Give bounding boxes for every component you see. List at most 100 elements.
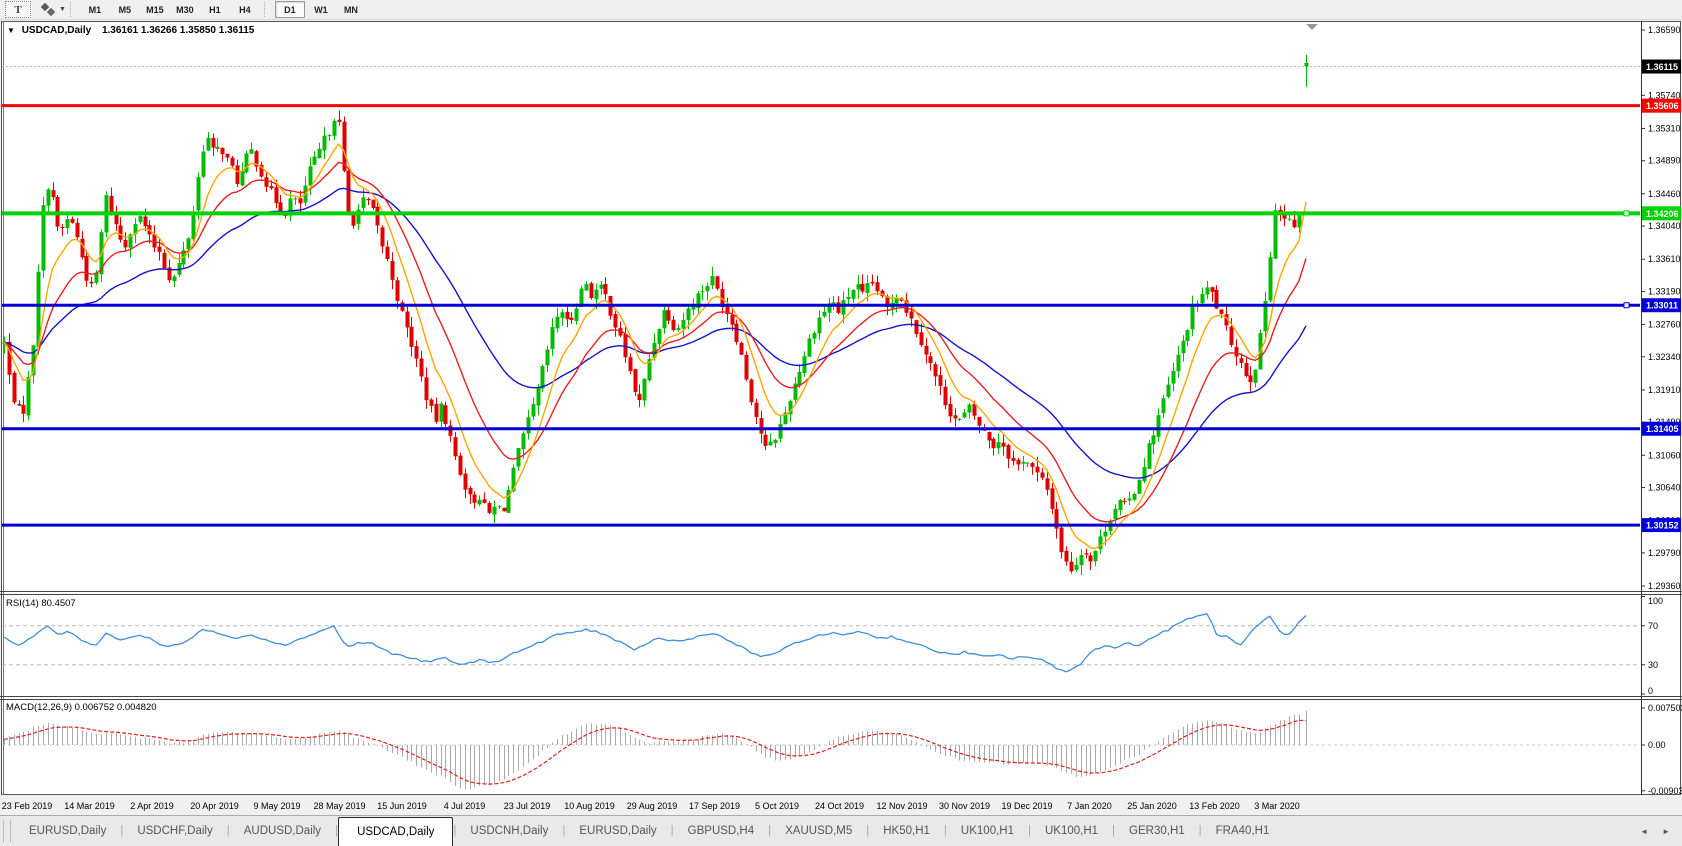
chart-tab-audusd-2[interactable]: AUDUSD,Daily — [243, 825, 322, 837]
symbol-dropdown-arrow-icon[interactable]: ▼ — [7, 26, 15, 35]
svg-text:10 Aug 2019: 10 Aug 2019 — [564, 801, 615, 811]
line-selection-handle[interactable] — [1623, 210, 1630, 217]
candlestick-series — [2, 54, 1309, 575]
svg-text:1.35310: 1.35310 — [1648, 123, 1681, 133]
tab-bar-grip[interactable] — [3, 820, 11, 842]
chart-tab-fra40-12[interactable]: FRA40,H1 — [1215, 825, 1270, 837]
chart-shift-marker-icon[interactable] — [1306, 24, 1318, 30]
chart-frame — [1, 21, 1681, 795]
svg-text:1.29360: 1.29360 — [1648, 581, 1681, 591]
tab-separator: | — [768, 825, 772, 837]
date-axis[interactable]: 23 Feb 2019 14 Mar 2019 2 Apr 2019 20 Apr 2… — [2, 801, 1300, 811]
chart-tab-uk100-9[interactable]: UK100,H1 — [960, 825, 1014, 837]
svg-text:3 Mar 2020: 3 Mar 2020 — [1254, 801, 1300, 811]
svg-text:23 Jul 2019: 23 Jul 2019 — [504, 801, 551, 811]
svg-text:4 Jul 2019: 4 Jul 2019 — [444, 801, 486, 811]
svg-text:1.30152: 1.30152 — [1646, 521, 1679, 531]
chart-tab-ger30-11[interactable]: GER30,H1 — [1129, 825, 1185, 837]
tab-separator: | — [453, 825, 457, 837]
ma-line-fast — [3, 142, 1307, 550]
chart-tab-usdcnh-4[interactable]: USDCNH,Daily — [470, 825, 549, 837]
timeframe-button-mn[interactable]: MN — [343, 4, 358, 15]
price-tag-1.36115: 1.36115 — [1642, 59, 1681, 74]
text-label-tool-button[interactable]: T — [5, 1, 31, 18]
rsi-line — [3, 612, 1307, 673]
svg-text:1.33190: 1.33190 — [1648, 286, 1681, 296]
ma-line-medium — [3, 161, 1307, 523]
svg-text:1.33610: 1.33610 — [1648, 254, 1681, 264]
chart-symbol-label: USDCAD,Daily — [21, 25, 92, 36]
price-tag-1.35606: 1.35606 — [1642, 98, 1681, 113]
svg-text:29 Aug 2019: 29 Aug 2019 — [627, 801, 678, 811]
svg-text:-0.009033: -0.009033 — [1648, 786, 1682, 796]
draw-objects-icon — [40, 2, 56, 16]
macd-indicator-label: MACD(12,26,9) 0.006752 0.004820 — [6, 702, 157, 713]
line-selection-handle[interactable] — [1623, 302, 1630, 309]
tab-separator: | — [943, 825, 947, 837]
tab-separator: | — [335, 825, 339, 837]
tab-scroll-left-icon[interactable]: ◄ — [1640, 826, 1649, 836]
chart-tab-usdchf-1[interactable]: USDCHF,Daily — [137, 825, 213, 837]
timeframe-button-m5[interactable]: M5 — [118, 4, 132, 15]
svg-text:24 Oct 2019: 24 Oct 2019 — [815, 801, 864, 811]
svg-text:1.34460: 1.34460 — [1648, 189, 1681, 199]
tab-separator: | — [670, 825, 674, 837]
chart-tab-eurusd-0[interactable]: EURUSD,Daily — [29, 825, 107, 837]
svg-text:17 Sep 2019: 17 Sep 2019 — [689, 801, 740, 811]
svg-text:23 Feb 2019: 23 Feb 2019 — [2, 801, 53, 811]
svg-text:9 May 2019: 9 May 2019 — [253, 801, 300, 811]
svg-text:15 Jun 2019: 15 Jun 2019 — [377, 801, 427, 811]
tab-separator: | — [1027, 825, 1031, 837]
svg-text:2 Apr 2019: 2 Apr 2019 — [130, 801, 174, 811]
svg-text:19 Dec 2019: 19 Dec 2019 — [1001, 801, 1052, 811]
tab-separator: | — [562, 825, 566, 837]
timeframe-button-m1[interactable]: M1 — [88, 4, 102, 15]
svg-text:1.31060: 1.31060 — [1648, 450, 1681, 460]
tab-separator: | — [226, 825, 230, 837]
svg-text:30: 30 — [1648, 660, 1658, 670]
svg-text:100: 100 — [1648, 596, 1663, 606]
chart-tab-gbpusd-6[interactable]: GBPUSD,H4 — [687, 825, 755, 837]
macd-signal-line — [3, 719, 1307, 785]
tab-separator: | — [1198, 825, 1202, 837]
timeframe-button-h1[interactable]: H1 — [209, 4, 221, 15]
svg-text:1.32340: 1.32340 — [1648, 352, 1681, 362]
svg-text:1.36115: 1.36115 — [1646, 62, 1678, 72]
svg-text:30 Nov 2019: 30 Nov 2019 — [939, 801, 990, 811]
top-toolbar: T ▼ M1 M5 M15 M30 H1 H4 D1 W1 MN — [0, 0, 1682, 20]
svg-text:20 Apr 2019: 20 Apr 2019 — [190, 801, 239, 811]
svg-text:1.32760: 1.32760 — [1648, 320, 1681, 330]
chart-tab-usdcad-3[interactable]: USDCAD,Daily — [338, 817, 454, 846]
tab-separator: | — [120, 825, 124, 837]
svg-text:25 Jan 2020: 25 Jan 2020 — [1127, 801, 1177, 811]
svg-text:7 Jan 2020: 7 Jan 2020 — [1067, 801, 1112, 811]
draw-objects-button[interactable]: ▼ — [40, 2, 66, 17]
dropdown-caret-icon[interactable]: ▼ — [59, 6, 66, 13]
svg-text:1.33011: 1.33011 — [1646, 301, 1678, 311]
timeframe-button-m15[interactable]: M15 — [146, 4, 164, 15]
chart-tab-xauusd-7[interactable]: XAUUSD,M5 — [785, 825, 853, 837]
chart-tab-eurusd-5[interactable]: EURUSD,Daily — [579, 825, 657, 837]
rsi-indicator-label: RSI(14) 80.4507 — [6, 598, 76, 609]
svg-text:1.34040: 1.34040 — [1648, 221, 1681, 231]
svg-text:1.36590: 1.36590 — [1648, 25, 1681, 35]
chart-tab-hk50-8[interactable]: HK50,H1 — [883, 825, 930, 837]
svg-text:1.34890: 1.34890 — [1648, 156, 1681, 166]
timeframe-button-d1[interactable]: D1 — [274, 1, 305, 18]
price-tag-1.31405: 1.31405 — [1642, 421, 1681, 436]
chart-tab-bar: EURUSD,Daily | USDCHF,Daily | AUDUSD,Daily | U… — [0, 815, 1682, 846]
chart-tab-uk100-10[interactable]: UK100,H1 — [1044, 825, 1099, 837]
svg-text:0: 0 — [1648, 686, 1653, 696]
tab-scroll-right-icon[interactable]: ► — [1662, 826, 1670, 836]
ma-line-slow — [3, 187, 1307, 479]
timeframe-button-w1[interactable]: W1 — [314, 4, 328, 15]
svg-text:70: 70 — [1648, 621, 1658, 631]
svg-text:0.007503: 0.007503 — [1648, 703, 1682, 713]
svg-text:28 May 2019: 28 May 2019 — [313, 801, 365, 811]
timeframe-button-m30[interactable]: M30 — [176, 4, 194, 15]
timeframe-button-h4[interactable]: H4 — [239, 4, 251, 15]
svg-text:0.00: 0.00 — [1648, 740, 1666, 750]
svg-text:1.30640: 1.30640 — [1648, 483, 1681, 493]
svg-text:1.35740: 1.35740 — [1648, 90, 1681, 100]
